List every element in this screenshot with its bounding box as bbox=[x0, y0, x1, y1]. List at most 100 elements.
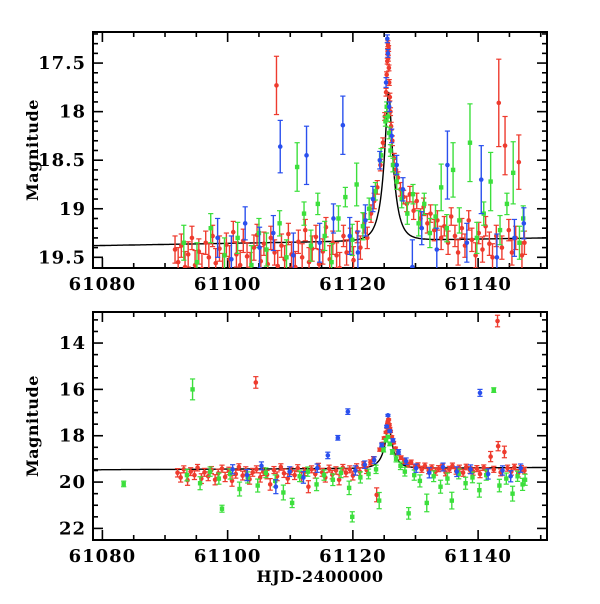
data-point-red bbox=[222, 474, 228, 480]
top-tick-labels: 61080 61100 61120 61140 17.5 18 18.5 19 19.5 bbox=[38, 53, 511, 295]
data-point-green bbox=[235, 235, 240, 241]
data-point-red bbox=[292, 264, 298, 268]
data-point-green bbox=[463, 481, 468, 486]
x-tick-label: 61100 bbox=[194, 546, 262, 567]
data-point-green bbox=[301, 211, 307, 216]
top-ticks bbox=[93, 32, 547, 268]
data-point-red bbox=[217, 246, 222, 251]
data-point-blue bbox=[215, 235, 220, 241]
data-point-red bbox=[336, 477, 342, 483]
data-point-green bbox=[433, 214, 438, 219]
data-point-green bbox=[488, 179, 493, 184]
y-tick-label: 22 bbox=[59, 518, 86, 539]
data-point-red bbox=[455, 250, 461, 255]
data-point-red bbox=[425, 221, 430, 226]
data-point-red bbox=[272, 250, 277, 255]
data-point-green bbox=[207, 469, 213, 474]
data-point-red bbox=[189, 235, 195, 241]
data-point-red bbox=[244, 254, 250, 259]
data-point-red bbox=[181, 467, 187, 472]
data-point-green bbox=[216, 476, 222, 481]
data-point-blue bbox=[387, 428, 393, 434]
data-point-red bbox=[326, 466, 332, 471]
data-point-red bbox=[495, 443, 501, 449]
data-point-red bbox=[460, 470, 466, 476]
data-point-green bbox=[449, 498, 455, 503]
data-point-red bbox=[386, 65, 392, 71]
data-point-red bbox=[316, 261, 322, 267]
data-point-green bbox=[399, 196, 404, 202]
data-point-green bbox=[308, 243, 314, 248]
data-point-green bbox=[350, 514, 355, 520]
data-point-red bbox=[383, 89, 389, 95]
data-point-green bbox=[381, 447, 386, 452]
data-point-red bbox=[172, 247, 178, 252]
data-point-red bbox=[368, 211, 374, 216]
data-point-blue bbox=[389, 133, 395, 139]
data-point-green bbox=[510, 170, 516, 176]
data-point-blue bbox=[485, 471, 491, 477]
data-point-blue bbox=[259, 463, 264, 469]
data-point-green bbox=[444, 225, 450, 231]
data-point-red bbox=[313, 234, 319, 240]
data-point-blue bbox=[353, 468, 358, 473]
data-point-red bbox=[236, 464, 242, 470]
data-point-red bbox=[196, 249, 202, 254]
data-point-green bbox=[520, 482, 525, 487]
data-point-blue bbox=[434, 247, 440, 252]
data-point-green bbox=[354, 182, 359, 187]
data-point-red bbox=[281, 470, 287, 476]
data-point-green bbox=[398, 463, 403, 469]
data-point-green bbox=[390, 162, 396, 168]
data-point-green bbox=[184, 472, 190, 478]
data-point-red bbox=[203, 240, 209, 246]
data-point-red bbox=[351, 257, 356, 263]
data-point-red bbox=[431, 227, 437, 233]
data-point-green bbox=[208, 225, 213, 231]
data-point-green bbox=[431, 474, 436, 479]
data-point-blue bbox=[385, 51, 391, 56]
data-point-red bbox=[206, 255, 212, 260]
data-point-green bbox=[406, 511, 411, 516]
data-point-blue bbox=[384, 424, 389, 429]
data-point-green bbox=[438, 484, 443, 489]
data-point-red bbox=[516, 159, 522, 165]
data-point-blue bbox=[379, 442, 384, 448]
data-point-red bbox=[512, 464, 517, 470]
data-point-green bbox=[366, 471, 371, 477]
data-point-green bbox=[366, 206, 372, 211]
data-point-blue bbox=[242, 221, 248, 226]
data-point-red bbox=[337, 265, 343, 268]
data-point-green bbox=[305, 469, 310, 474]
data-point-green bbox=[346, 485, 352, 491]
data-point-blue bbox=[394, 162, 400, 168]
data-point-blue bbox=[440, 464, 446, 470]
data-point-red bbox=[175, 259, 181, 265]
bottom-series-green bbox=[121, 378, 528, 523]
data-point-green bbox=[314, 482, 319, 487]
data-point-red bbox=[343, 470, 349, 476]
data-point-blue bbox=[244, 472, 250, 478]
x-axis-title: HJD-2400000 bbox=[257, 567, 384, 586]
data-point-red bbox=[380, 140, 386, 146]
data-point-blue bbox=[419, 225, 425, 231]
data-point-red bbox=[253, 380, 259, 385]
data-point-red bbox=[428, 211, 433, 216]
data-point-green bbox=[277, 221, 282, 226]
data-point-red bbox=[175, 470, 180, 476]
data-point-red bbox=[408, 460, 414, 465]
data-point-red bbox=[261, 241, 267, 247]
data-point-red bbox=[233, 471, 239, 477]
data-point-red bbox=[306, 484, 311, 490]
data-point-red bbox=[386, 417, 391, 422]
data-point-red bbox=[502, 143, 508, 148]
y-tick-label: 18 bbox=[59, 102, 86, 123]
data-point-red bbox=[435, 218, 440, 223]
y-tick-label: 19 bbox=[59, 199, 86, 220]
data-point-green bbox=[456, 471, 461, 477]
data-point-blue bbox=[317, 240, 322, 246]
data-point-red bbox=[422, 463, 428, 469]
data-point-red bbox=[384, 72, 389, 78]
data-point-red bbox=[202, 470, 207, 475]
data-point-red bbox=[499, 245, 505, 250]
